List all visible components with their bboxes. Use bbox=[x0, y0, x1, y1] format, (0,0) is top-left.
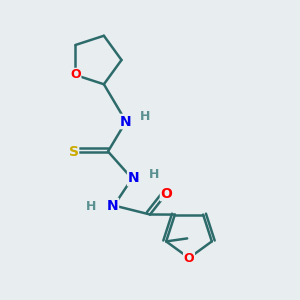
Text: H: H bbox=[148, 168, 159, 182]
Text: O: O bbox=[70, 68, 81, 82]
Text: N: N bbox=[128, 172, 139, 185]
Text: N: N bbox=[107, 199, 118, 212]
Text: O: O bbox=[160, 187, 172, 200]
Text: O: O bbox=[184, 251, 194, 265]
Text: H: H bbox=[86, 200, 97, 214]
Text: S: S bbox=[68, 145, 79, 158]
Text: N: N bbox=[120, 115, 132, 128]
Text: H: H bbox=[140, 110, 151, 123]
